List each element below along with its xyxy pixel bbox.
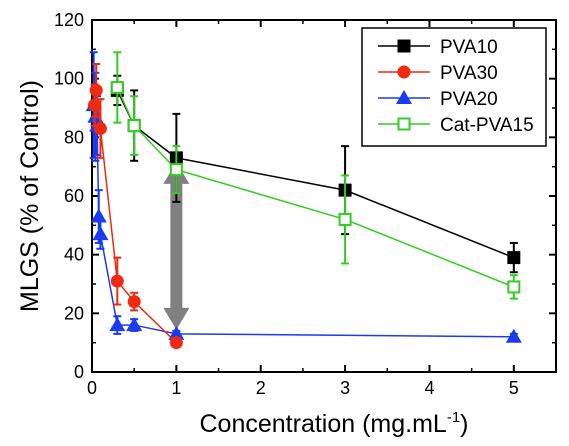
square-marker: [397, 39, 411, 53]
x-axis-label: Concentration (mg.mL-1): [200, 409, 469, 438]
x-tick-label: 3: [340, 378, 350, 398]
legend-item: PVA10: [378, 37, 498, 58]
circle-marker: [127, 295, 141, 309]
legend: PVA10 PVA30 PVA20 Cat-PVA15: [361, 27, 547, 147]
y-tick-label: 0: [74, 362, 84, 382]
legend-item: Cat-PVA15: [378, 115, 534, 136]
triangle-marker: [396, 90, 412, 104]
legend-label: Cat-PVA15: [440, 115, 534, 136]
legend-label: PVA10: [440, 37, 498, 58]
legend-item: PVA30: [378, 63, 498, 84]
y-tick-label: 100: [54, 69, 84, 89]
triangle-marker: [92, 226, 109, 241]
open-square-marker: [397, 117, 411, 131]
triangle-marker: [168, 325, 185, 340]
triangle-marker: [126, 317, 143, 332]
double-arrow-annotation: [163, 161, 190, 330]
x-axis-label-superscript: -1: [447, 409, 460, 426]
circle-marker: [397, 65, 411, 79]
open-square-marker: [110, 80, 124, 94]
x-tick-label: 1: [171, 378, 181, 398]
y-tick-label: 60: [64, 186, 84, 206]
open-square-marker: [507, 280, 521, 294]
circle-marker: [88, 98, 102, 112]
x-tick-label: 0: [87, 378, 97, 398]
triangle-marker: [109, 317, 126, 332]
circle-marker: [89, 83, 103, 97]
series-pva30: [88, 63, 183, 350]
open-square-marker: [169, 163, 183, 177]
open-square-marker: [127, 119, 141, 133]
open-square-marker: [338, 212, 352, 226]
circle-marker: [169, 336, 183, 350]
circle-marker: [110, 274, 124, 288]
square-marker: [507, 251, 521, 265]
legend-box: [361, 27, 547, 147]
x-tick-label: 4: [424, 378, 434, 398]
series-cat-pva15: [110, 51, 521, 300]
x-axis-label-close: ): [460, 410, 468, 438]
y-axis-label: MLGS (% of Control): [16, 80, 44, 312]
legend-label: PVA30: [440, 63, 498, 84]
circle-marker: [93, 122, 107, 136]
legend-item: PVA20: [378, 89, 498, 110]
legend-label: PVA20: [440, 89, 498, 110]
y-tick-label: 120: [54, 10, 84, 30]
x-axis-label-main: Concentration (mg.mL: [200, 410, 447, 438]
double-arrow-shape: [163, 161, 190, 330]
triangle-marker: [90, 208, 107, 223]
triangle-marker: [505, 328, 522, 343]
x-tick-label: 5: [509, 378, 519, 398]
y-tick-label: 80: [64, 127, 84, 147]
y-tick-label: 40: [64, 245, 84, 265]
y-tick-label: 20: [64, 303, 84, 323]
x-tick-label: 2: [256, 378, 266, 398]
